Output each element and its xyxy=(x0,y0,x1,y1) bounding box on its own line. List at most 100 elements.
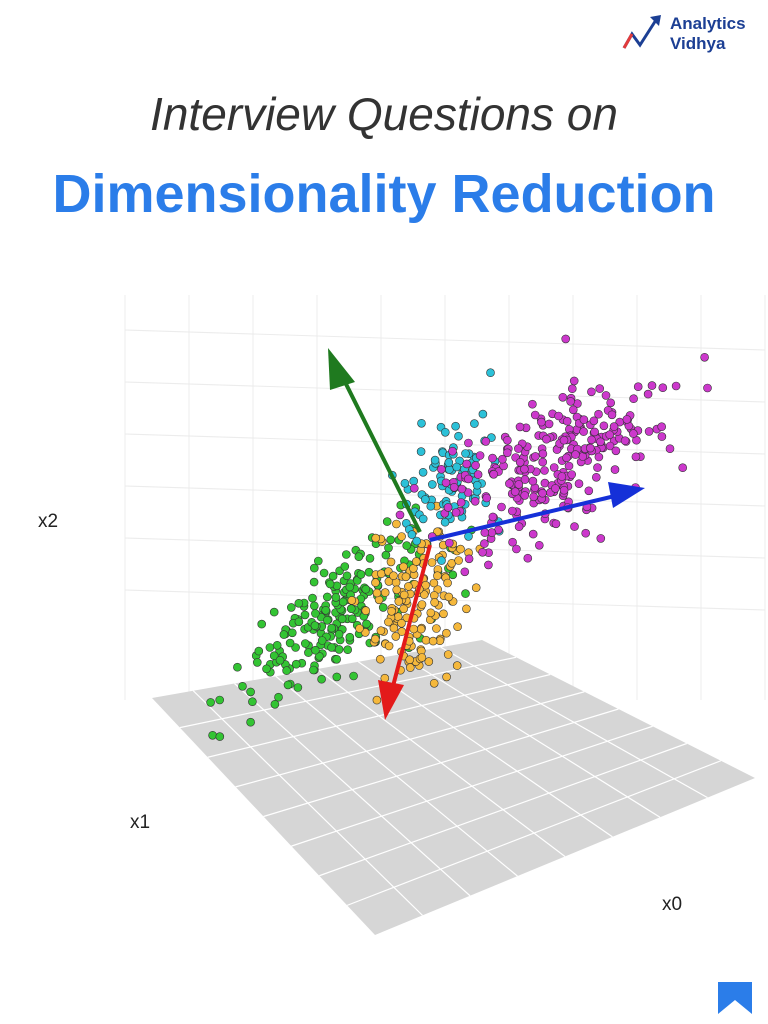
point xyxy=(332,654,342,664)
point xyxy=(321,605,331,615)
point xyxy=(569,376,579,386)
point xyxy=(399,604,409,614)
point xyxy=(345,582,355,592)
point xyxy=(375,654,385,664)
point xyxy=(317,636,327,645)
point xyxy=(362,619,371,629)
point xyxy=(215,732,225,741)
point xyxy=(514,444,523,453)
point xyxy=(429,678,439,688)
point xyxy=(644,427,654,436)
point xyxy=(456,498,466,507)
point xyxy=(489,469,499,479)
point xyxy=(530,410,540,420)
point xyxy=(439,609,448,619)
point xyxy=(343,645,353,655)
arrows xyxy=(328,348,645,720)
point xyxy=(269,651,279,661)
floor-line xyxy=(399,653,661,818)
point xyxy=(471,461,480,470)
point xyxy=(498,454,507,464)
point xyxy=(596,534,606,543)
subtitle: Dimensionality Reduction xyxy=(52,164,715,224)
point xyxy=(378,603,388,612)
point xyxy=(404,582,413,591)
point xyxy=(606,398,616,408)
point xyxy=(291,659,301,669)
floor-line xyxy=(263,708,619,818)
point xyxy=(322,592,332,602)
point xyxy=(331,593,341,602)
point xyxy=(442,672,451,682)
point xyxy=(262,664,271,674)
wall-line xyxy=(124,589,766,611)
point xyxy=(327,643,336,652)
point xyxy=(665,444,675,454)
point xyxy=(587,435,596,445)
point xyxy=(405,663,415,672)
point xyxy=(417,653,427,662)
point xyxy=(622,415,632,424)
point xyxy=(478,409,488,419)
point xyxy=(206,698,215,707)
point xyxy=(559,435,569,445)
arrow-head xyxy=(378,680,404,720)
point xyxy=(464,438,473,448)
point xyxy=(308,593,317,603)
point xyxy=(355,624,364,633)
point xyxy=(311,609,320,618)
point xyxy=(275,655,285,665)
point xyxy=(551,519,561,529)
logo: Analytics Vidhya xyxy=(622,14,746,53)
point xyxy=(389,623,399,633)
arrow-red xyxy=(390,544,432,691)
point xyxy=(538,449,548,459)
logo-mark xyxy=(622,19,658,49)
point xyxy=(464,554,474,564)
bookmark-icon[interactable] xyxy=(718,982,752,1014)
point xyxy=(440,427,450,437)
point xyxy=(384,617,393,627)
point xyxy=(512,544,521,554)
point xyxy=(346,604,356,614)
point xyxy=(279,630,289,639)
point xyxy=(574,479,584,489)
point xyxy=(345,632,355,642)
point xyxy=(386,535,396,545)
arrow-head xyxy=(608,482,645,508)
point xyxy=(567,384,577,394)
point xyxy=(338,597,348,607)
point xyxy=(528,399,537,409)
point xyxy=(254,646,264,656)
point xyxy=(405,655,415,665)
point xyxy=(480,528,490,537)
point xyxy=(507,506,517,516)
point xyxy=(402,541,412,550)
point xyxy=(381,550,391,560)
point xyxy=(443,578,452,588)
point xyxy=(371,533,381,543)
point xyxy=(319,568,329,578)
point xyxy=(581,528,591,538)
point xyxy=(444,458,454,467)
point xyxy=(421,635,431,645)
point xyxy=(382,517,392,526)
point xyxy=(594,452,604,462)
point xyxy=(508,537,517,547)
point xyxy=(356,570,366,579)
point xyxy=(464,474,473,484)
point xyxy=(432,624,441,633)
point xyxy=(417,418,426,428)
wall-line xyxy=(124,381,766,403)
floor-line xyxy=(291,725,653,847)
point xyxy=(657,432,667,441)
point xyxy=(488,453,497,463)
point xyxy=(528,529,538,539)
point xyxy=(703,383,712,393)
point xyxy=(300,639,310,648)
point xyxy=(426,608,436,618)
point xyxy=(579,427,588,436)
axis-label: x2 xyxy=(38,511,58,532)
point xyxy=(395,510,405,520)
